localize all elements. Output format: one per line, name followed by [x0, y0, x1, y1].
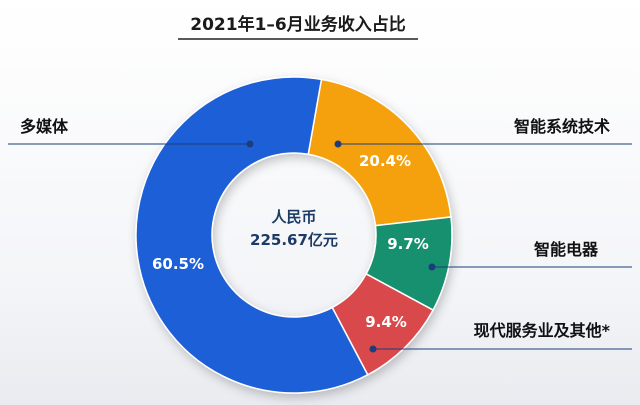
center-label-line-2: 225.67亿元: [250, 231, 338, 249]
percentage-labels: 20.4% 9.7% 9.4% 60.5%: [152, 152, 429, 331]
center-label-line-1: 人民币: [271, 208, 316, 226]
slice-1-leader-dot: [334, 140, 342, 148]
slice-1-category-label: 智能系统技术: [514, 117, 610, 136]
slice-2-leader-dot: [428, 263, 436, 271]
slice-4-category-label: 多媒体: [20, 117, 69, 136]
chart-title: 2021年1–6月业务收入占比: [190, 14, 405, 35]
slice-3-value-label: 9.4%: [365, 313, 407, 331]
slice-1-value-label: 20.4%: [359, 152, 411, 170]
slice-3-leader-dot: [369, 345, 377, 353]
slice-4-value-label: 60.5%: [152, 255, 204, 273]
leader-lines: [8, 140, 632, 353]
slice-3-category-label: 现代服务业及其他*: [474, 321, 611, 340]
slice-4: [135, 76, 369, 394]
slice-4-leader-dot: [246, 140, 254, 148]
donut-slices: [135, 76, 453, 394]
slice-1: [307, 78, 452, 227]
slice-2-category-label: 智能电器: [534, 240, 599, 259]
slice-2-value-label: 9.7%: [387, 235, 429, 253]
